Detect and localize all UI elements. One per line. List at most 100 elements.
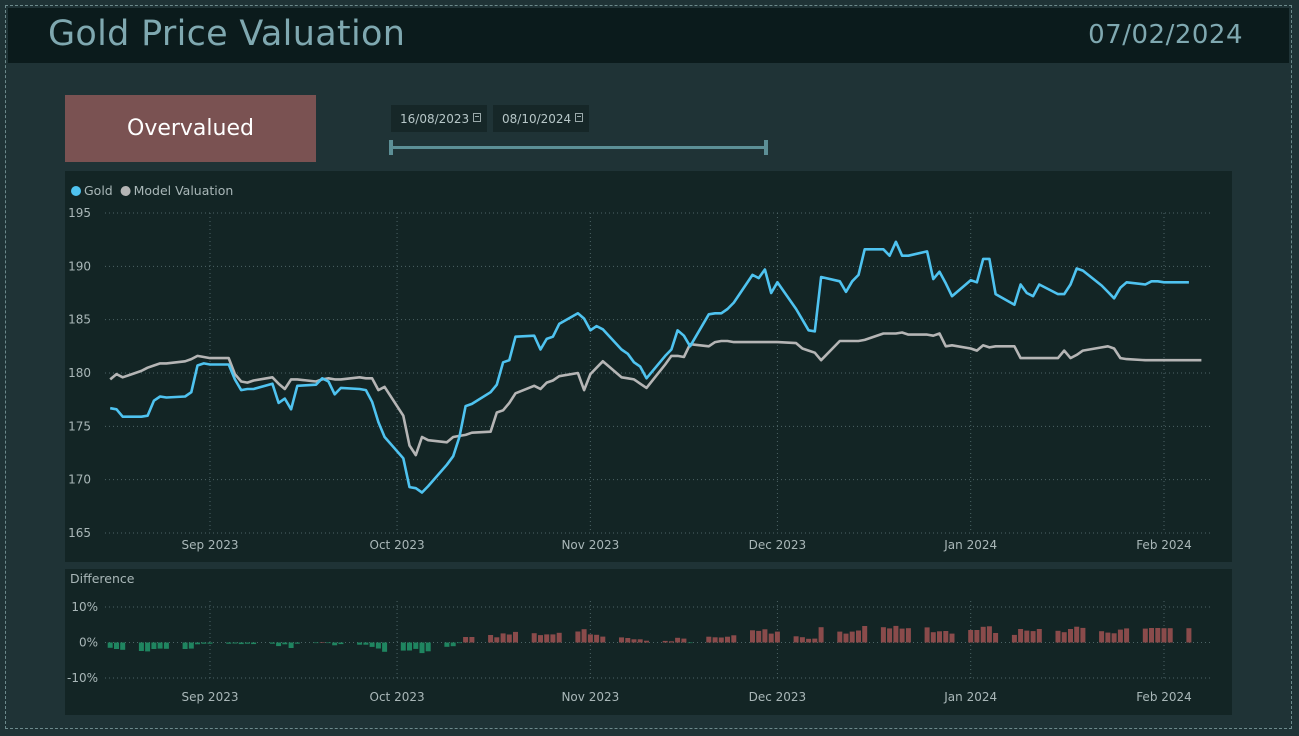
current-date: 07/02/2024 <box>1088 20 1243 50</box>
difference-bar <box>531 633 537 643</box>
x-tick-label: Jan 2024 <box>943 538 997 552</box>
price-chart-panel: 165 170 175 180 185 190 195 Sep 2023 Oct 2023 Nov… <box>65 171 1232 562</box>
difference-bar <box>600 636 606 643</box>
difference-bar <box>681 638 687 643</box>
difference-bar <box>1155 628 1161 643</box>
difference-bar <box>750 630 755 643</box>
difference-bar <box>201 642 207 644</box>
difference-bar <box>182 642 188 649</box>
difference-bar <box>818 627 824 643</box>
difference-bar <box>774 631 780 643</box>
difference-bar <box>856 630 861 643</box>
difference-bar <box>332 642 338 646</box>
difference-bar <box>1024 630 1030 643</box>
y-tick-label: 190 <box>68 259 91 273</box>
difference-bar <box>1080 627 1086 643</box>
legend-label[interactable]: Model Valuation <box>134 183 234 198</box>
series-line-model-valuation <box>109 331 1202 457</box>
x-tick-label: Feb 2024 <box>1136 538 1192 552</box>
price-chart: 165 170 175 180 185 190 195 Sep 2023 Oct 2023 Nov… <box>68 183 1212 552</box>
difference-bar <box>400 642 406 651</box>
series-line-gold <box>109 240 1189 494</box>
x-tick-label: Jan 2024 <box>943 690 997 704</box>
difference-bar <box>550 634 556 643</box>
page-title: Gold Price Valuation <box>48 14 406 54</box>
difference-bar <box>313 642 319 644</box>
difference-bar <box>1142 628 1148 643</box>
difference-bar <box>1036 629 1042 643</box>
end-date-input[interactable]: 08/10/2024 <box>493 105 589 132</box>
difference-bar <box>157 642 163 649</box>
difference-bar <box>924 627 930 643</box>
x-tick-label: Nov 2023 <box>561 538 619 552</box>
x-tick-label: Sep 2023 <box>182 690 239 704</box>
difference-bar <box>575 631 581 643</box>
difference-bar <box>1011 634 1017 643</box>
difference-bar <box>244 642 250 644</box>
slider-start-handle[interactable] <box>389 140 393 155</box>
difference-bar <box>1099 631 1105 643</box>
difference-bar <box>226 642 232 644</box>
start-date-value: 16/08/2023 <box>400 111 470 126</box>
difference-bar <box>762 629 768 643</box>
slider-end-handle[interactable] <box>764 140 768 155</box>
difference-bar <box>594 634 600 643</box>
difference-bar <box>488 635 494 643</box>
difference-bar <box>1030 631 1036 643</box>
difference-bar <box>949 633 955 643</box>
difference-bar <box>1186 628 1192 643</box>
y-tick-label: 10% <box>71 600 98 614</box>
x-tick-label: Oct 2023 <box>370 538 425 552</box>
difference-bar <box>725 636 730 643</box>
calendar-icon[interactable] <box>575 113 583 122</box>
difference-bar <box>706 636 712 643</box>
difference-bar <box>120 642 126 650</box>
difference-bar <box>687 642 693 644</box>
difference-bar <box>662 640 668 643</box>
difference-bar <box>986 626 992 643</box>
difference-bar <box>363 642 369 645</box>
difference-bar <box>1167 628 1173 643</box>
y-tick-label: 180 <box>68 366 91 380</box>
difference-bar <box>494 637 500 643</box>
difference-bar <box>375 642 381 649</box>
difference-bar <box>968 630 974 643</box>
status-badge: Overvalued <box>65 95 316 162</box>
difference-bar <box>675 637 681 643</box>
difference-bar <box>862 626 868 643</box>
difference-bar <box>369 642 375 647</box>
difference-bar <box>425 642 431 652</box>
difference-bar <box>556 632 562 643</box>
difference-bar <box>812 638 818 643</box>
y-tick-label: 175 <box>68 419 91 433</box>
difference-bar <box>114 642 119 649</box>
difference-bar <box>251 642 257 645</box>
difference-bar <box>469 637 475 643</box>
difference-bar <box>974 630 980 643</box>
difference-bar <box>319 642 325 643</box>
difference-bar <box>419 642 425 654</box>
difference-bar <box>1105 632 1111 643</box>
difference-bar <box>887 628 893 643</box>
difference-bar <box>712 637 718 643</box>
difference-bar <box>668 641 674 643</box>
difference-bar <box>276 642 282 647</box>
header-bar: Gold Price Valuation 07/02/2024 <box>8 8 1289 63</box>
difference-bar <box>631 639 637 643</box>
difference-bar <box>731 635 737 643</box>
difference-bar <box>238 642 244 645</box>
difference-bar <box>450 642 456 647</box>
difference-bar <box>1061 632 1067 643</box>
difference-bar <box>506 634 512 643</box>
start-date-input[interactable]: 16/08/2023 <box>391 105 487 132</box>
date-range-slider[interactable] <box>391 146 766 149</box>
calendar-icon[interactable] <box>473 113 481 122</box>
difference-bar <box>163 642 169 649</box>
difference-title: Difference <box>70 571 135 586</box>
difference-bar <box>413 642 419 649</box>
difference-bar <box>456 642 462 644</box>
difference-bar <box>338 642 344 645</box>
legend-label[interactable]: Gold <box>84 183 113 198</box>
difference-bar <box>849 631 855 643</box>
difference-bar <box>407 642 412 651</box>
